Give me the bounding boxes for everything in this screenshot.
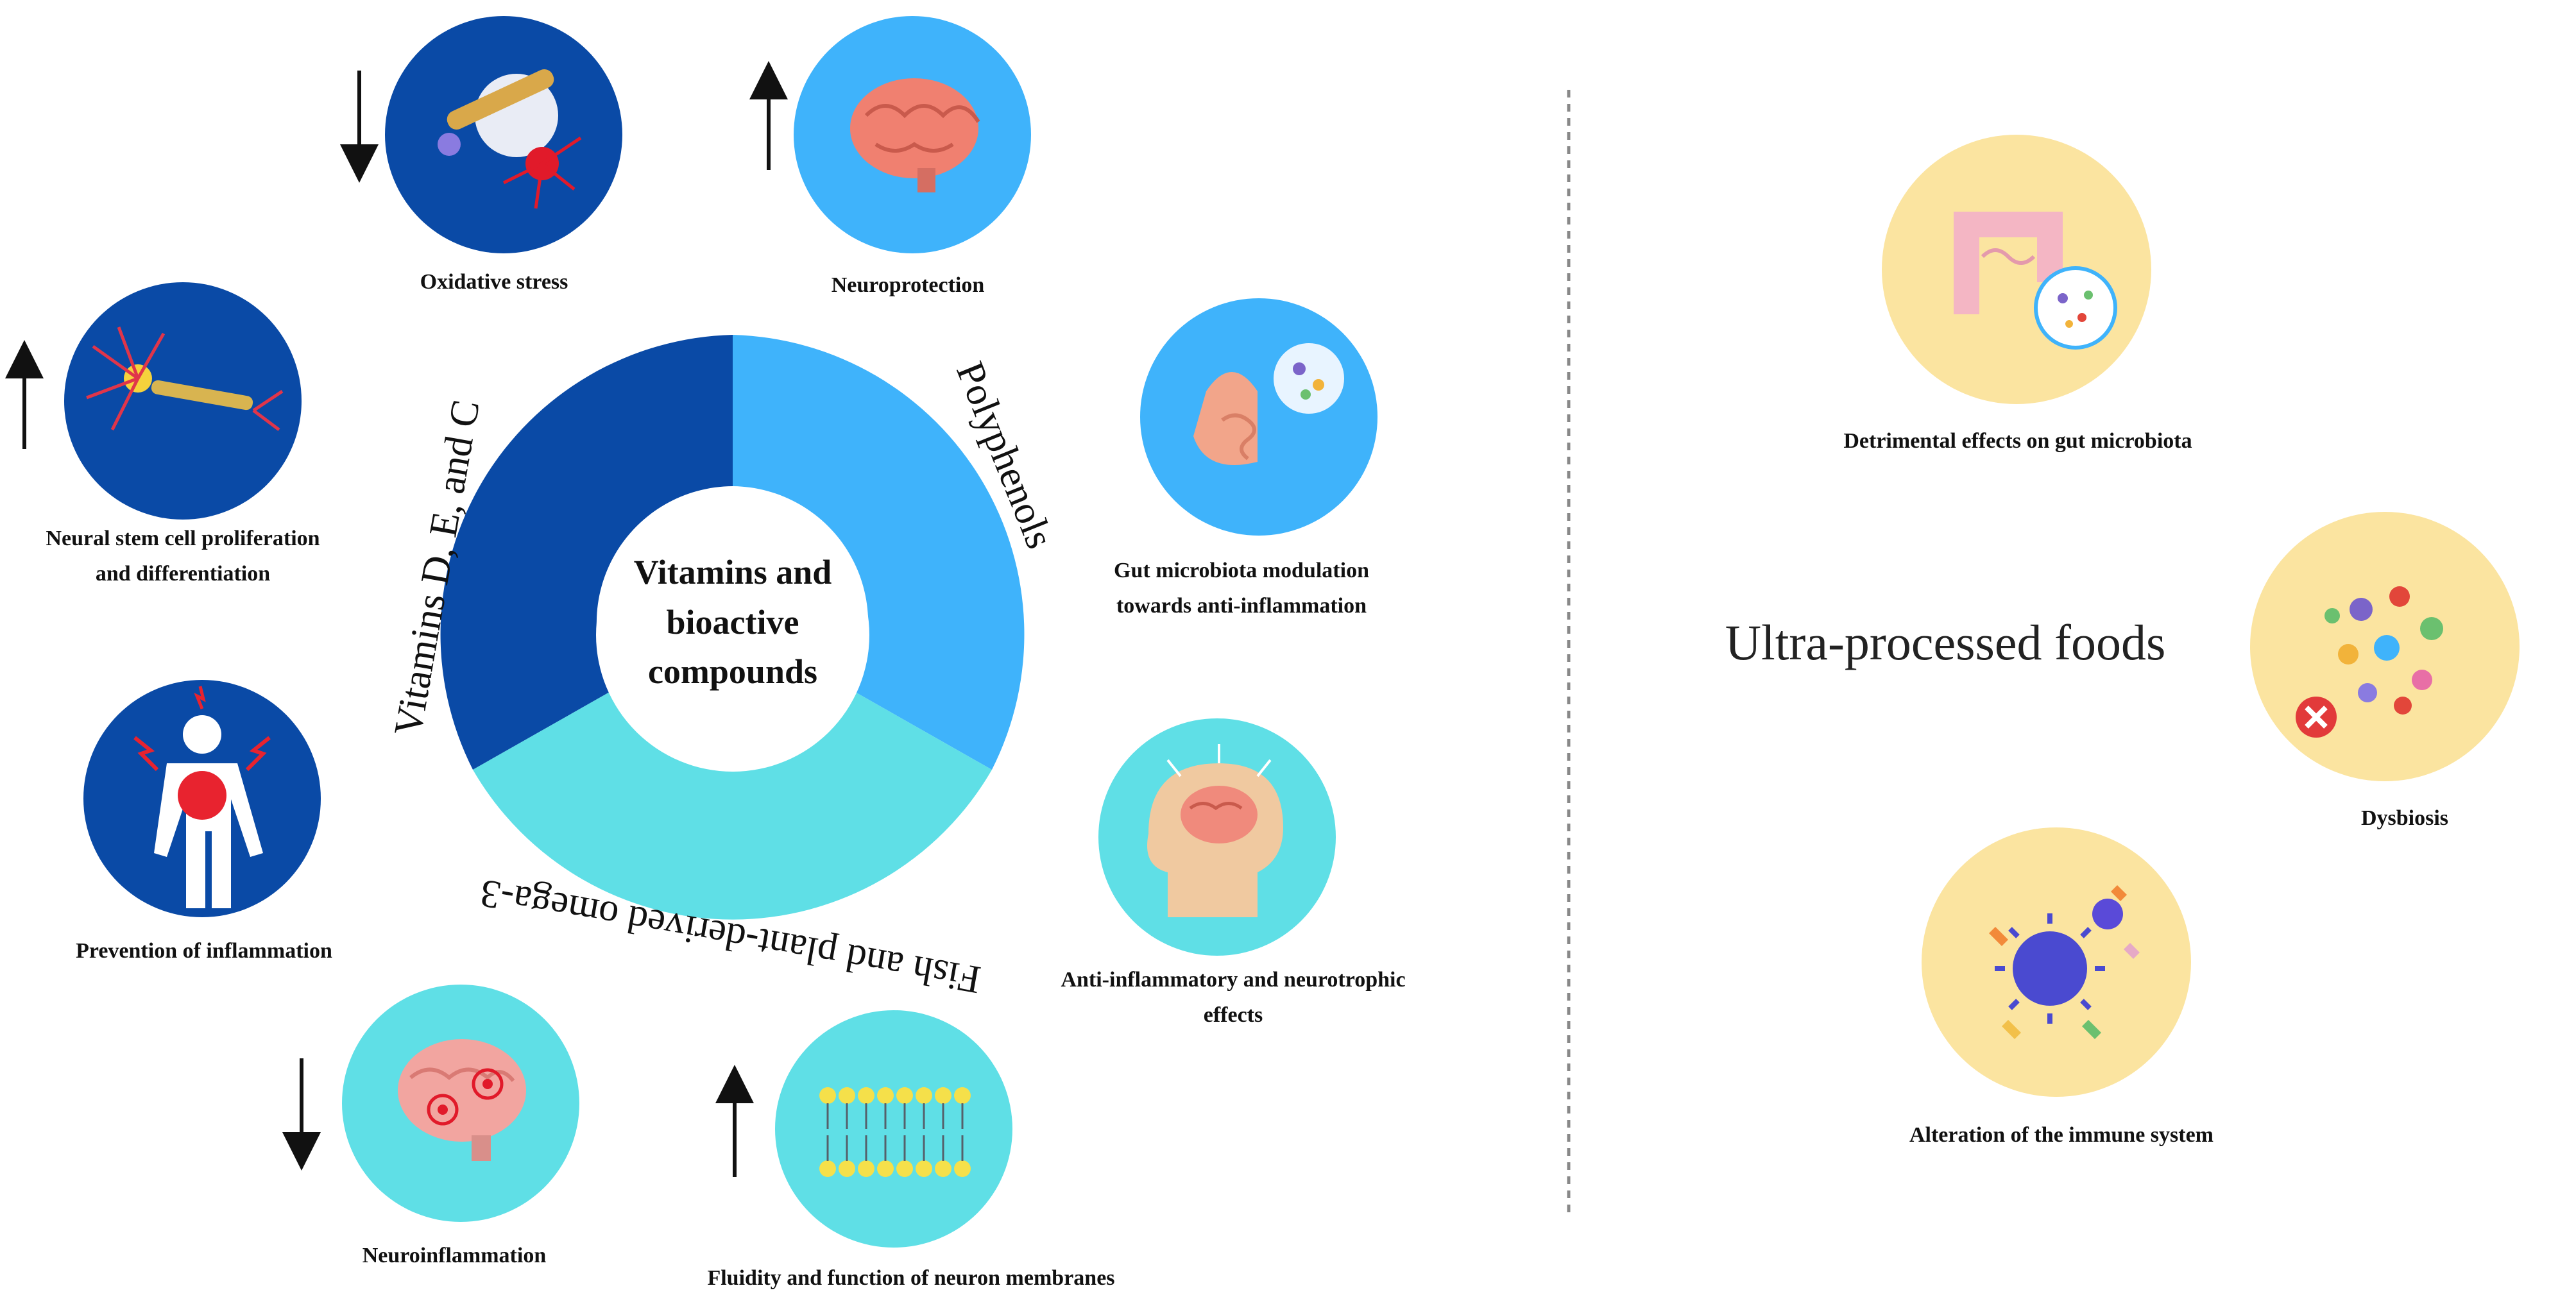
label-anti-inflammatory-line1: Anti-inflammatory and neurotrophic [1061,968,1405,992]
label-gut-modulation-line1: Gut microbiota modulation [1114,559,1369,582]
donut-segment-polyphenols [733,335,1025,770]
gut-microbiota-icon [1193,343,1344,465]
label-membrane-fluidity: Fluidity and function of neuron membrane… [707,1266,1114,1290]
neuron-icon [86,326,284,431]
center-label-line1: Vitamins and [634,553,832,591]
upf-title: Ultra-processed foods [1725,614,2166,670]
effect-anti-inflammatory: Anti-inflammatory and neurotrophic effec… [1061,718,1406,1027]
center-label: Vitamins and bioactive compounds [634,553,832,691]
label-dysbiosis: Dysbiosis [2361,806,2448,830]
effect-membrane-fluidity: Fluidity and function of neuron membrane… [707,1010,1115,1290]
inflamed-brain-icon [398,1039,526,1161]
donut-segment-vitamins [440,335,733,770]
intestine-icon [1954,212,2117,350]
center-label-line3: compounds [648,652,817,691]
donut-segment-omega3 [473,690,992,920]
label-prevention-inflammation: Prevention of inflammation [76,939,332,963]
label-oxidative-stress: Oxidative stress [420,270,568,294]
effect-neuroinflammation: Neuroinflammation [282,985,579,1267]
head-brain-icon [1147,744,1283,917]
upf-immune: Alteration of the immune system [1909,827,2213,1147]
brain-icon [850,78,980,192]
label-neural-stem-line2: and differentiation [96,562,270,586]
lipid-bilayer-icon [819,1087,975,1177]
effect-neuroprotection: Neuroprotection [749,16,1031,297]
center-label-line2: bioactive [667,603,799,641]
close-icon [2296,697,2337,738]
body-inflammation-icon [133,686,271,908]
upf-dysbiosis: Dysbiosis [2250,512,2520,830]
virus-antibody-icon [1989,885,2140,1039]
label-gut-modulation-line2: towards anti-inflammation [1116,594,1367,618]
label-anti-inflammatory-line2: effects [1204,1003,1263,1027]
gut-modulation-icon [1140,298,1378,536]
effect-prevention-inflammation: Prevention of inflammation [76,680,332,963]
effect-oxidative-stress: Oxidative stress [340,16,622,294]
neuron-damage-icon [438,69,582,209]
compounds-donut [440,335,1025,920]
label-neural-stem-line1: Neural stem cell proliferation [46,527,320,550]
label-neuroinflammation: Neuroinflammation [363,1244,547,1267]
donut-hole [596,498,869,772]
gut-microbiota-circle [1882,135,2151,404]
label-immune: Alteration of the immune system [1909,1123,2213,1147]
label-gut-effects: Detrimental effects on gut microbiota [1843,429,2192,453]
label-neuroprotection: Neuroprotection [832,273,985,297]
effect-neural-stem-cell: Neural stem cell proliferation and diffe… [4,282,320,586]
microbe-cluster-icon [2305,566,2465,727]
effect-gut-modulation: Gut microbiota modulation towards anti-i… [1114,298,1378,618]
upf-gut-effects: Detrimental effects on gut microbiota [1843,135,2192,453]
